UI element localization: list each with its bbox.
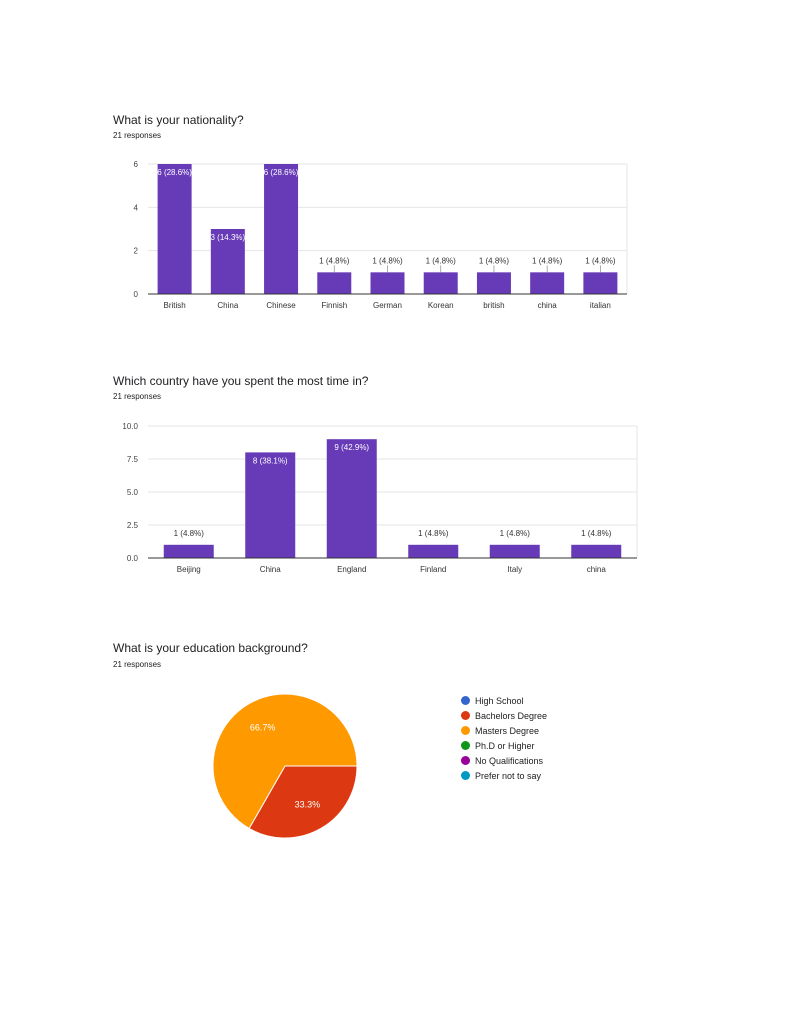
data-label: 3 (14.3%) [210, 233, 245, 242]
legend-label: No Qualifications [475, 755, 544, 766]
x-tick-label: italian [590, 301, 611, 310]
x-tick-label: China [260, 565, 281, 574]
bar [423, 272, 458, 294]
legend-swatch [461, 711, 470, 720]
data-label: 1 (4.8%) [372, 256, 403, 265]
y-tick-label: 0 [134, 290, 139, 299]
chart-2-title: Which country have you spent the most ti… [113, 374, 369, 388]
x-tick-label: Chinese [266, 301, 296, 310]
data-label: 1 (4.8%) [500, 529, 531, 538]
x-tick-label: china [538, 301, 558, 310]
legend-item: Bachelors Degree [461, 708, 547, 723]
education-legend: High School Bachelors Degree Masters Degre… [461, 693, 547, 783]
pie-slice [212, 693, 358, 830]
pie-slice-label: 33.3% [295, 800, 321, 810]
y-tick-label: 7.5 [127, 455, 139, 464]
y-tick-label: 10.0 [122, 422, 138, 431]
y-tick-label: 6 [134, 160, 139, 169]
chart-3-subtitle: 21 responses [113, 660, 162, 669]
data-label: 1 (4.8%) [581, 529, 612, 538]
bar [157, 164, 192, 294]
bar [408, 544, 459, 558]
x-tick-label: China [217, 301, 238, 310]
legend-label: Masters Degree [475, 725, 540, 736]
x-tick-label: British [163, 301, 185, 310]
y-tick-label: 2.5 [127, 521, 139, 530]
legend-item: Masters Degree [461, 723, 547, 738]
legend-label: Bachelors Degree [475, 710, 548, 721]
data-label: 1 (4.8%) [418, 529, 449, 538]
legend-swatch [461, 771, 470, 780]
bar [476, 272, 511, 294]
legend-item: High School [461, 693, 547, 708]
x-tick-label: Finnish [321, 301, 347, 310]
data-label: 6 (28.6%) [264, 168, 299, 177]
legend-swatch [461, 696, 470, 705]
bar [245, 452, 296, 558]
y-tick-label: 0.0 [127, 554, 139, 563]
x-tick-label: England [337, 565, 366, 574]
legend-label: Ph.D or Higher [475, 740, 535, 751]
x-tick-label: china [587, 565, 607, 574]
pie-slice-label: 66.7% [250, 722, 276, 732]
x-tick-label: Beijing [177, 565, 201, 574]
x-tick-label: british [483, 301, 504, 310]
chart-3-title: What is your education background? [113, 641, 308, 655]
legend-item: No Qualifications [461, 753, 547, 768]
nationality-bar-chart: 0 2 4 6 British 6 (28.6%) China 3 (14.3%) Chines… [134, 160, 628, 310]
bar [583, 272, 618, 294]
data-label: 1 (4.8%) [319, 256, 350, 265]
y-tick-label: 2 [134, 247, 139, 256]
data-label: 1 (4.8%) [479, 256, 510, 265]
bar [317, 272, 352, 294]
bar [489, 544, 540, 558]
legend-label: High School [475, 695, 524, 706]
chart-1-title: What is your nationality? [113, 113, 244, 127]
legend-item: Prefer not to say [461, 768, 547, 783]
x-tick-label: Korean [428, 301, 454, 310]
chart-2-subtitle: 21 responses [113, 392, 162, 401]
data-label: 8 (38.1%) [253, 456, 288, 465]
x-tick-label: Finland [420, 565, 446, 574]
bar [571, 544, 622, 558]
education-pie-chart: 33.3% 66.7% [212, 693, 358, 839]
data-label: 1 (4.8%) [532, 256, 563, 265]
legend-swatch [461, 756, 470, 765]
x-tick-label: German [373, 301, 402, 310]
y-tick-label: 5.0 [127, 488, 139, 497]
bar [163, 544, 214, 558]
bar [264, 164, 299, 294]
chart-1-subtitle: 21 responses [113, 131, 162, 140]
bar [210, 229, 245, 294]
bar [530, 272, 565, 294]
legend-swatch [461, 741, 470, 750]
x-tick-label: Italy [507, 565, 522, 574]
data-label: 1 (4.8%) [174, 529, 205, 538]
data-label: 1 (4.8%) [426, 256, 457, 265]
legend-item: Ph.D or Higher [461, 738, 547, 753]
data-label: 1 (4.8%) [585, 256, 616, 265]
pie-slice [248, 765, 358, 839]
bar [370, 272, 405, 294]
data-label: 9 (42.9%) [334, 443, 369, 452]
legend-label: Prefer not to say [475, 770, 542, 781]
country-bar-chart: 0.0 2.5 5.0 7.5 10.0 Beijing 1 (4.8%) China 8 (3… [122, 422, 638, 574]
bar [326, 439, 377, 558]
y-tick-label: 4 [134, 203, 139, 212]
data-label: 6 (28.6%) [157, 168, 192, 177]
legend-swatch [461, 726, 470, 735]
